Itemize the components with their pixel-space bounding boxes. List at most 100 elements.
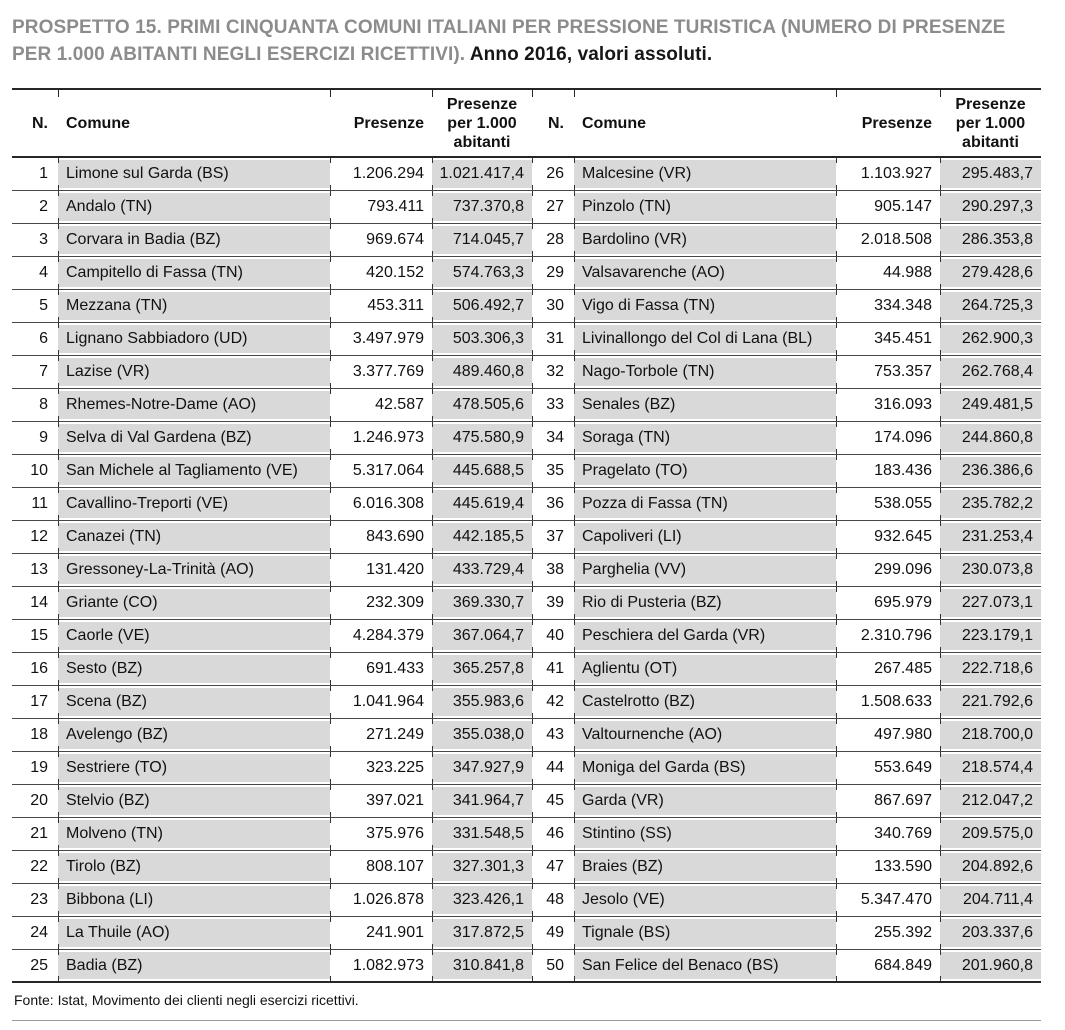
rank-cell: 45 [532,785,574,818]
table-row: 12 Canazei (TN) 843.690 442.185,5 37 Capolive… [12,521,1041,554]
comune-cell: Castelrotto (BZ) [574,686,836,719]
presenze-cell: 538.055 [836,488,940,521]
rank-cell: 22 [12,851,58,884]
comune-cell: Parghelia (VV) [574,554,836,587]
col-header-presenze: Presenze [330,88,432,158]
per-1000-cell: 264.725,3 [940,290,1041,323]
rank-cell: 26 [532,158,574,191]
col-header-presenze: Presenze [836,88,940,158]
rank-cell: 24 [12,917,58,950]
col-header-presenze-per-1000: Presenze per 1.000 abitanti [940,88,1041,158]
rank-cell: 16 [12,653,58,686]
per-1000-cell: 249.481,5 [940,389,1041,422]
rank-cell: 38 [532,554,574,587]
presenze-cell: 267.485 [836,653,940,686]
table-row: 6 Lignano Sabbiadoro (UD) 3.497.979 503.306… [12,323,1041,356]
presenze-cell: 420.152 [330,257,432,290]
presenze-cell: 397.021 [330,785,432,818]
presenze-cell: 1.103.927 [836,158,940,191]
per-1000-cell: 355.038,0 [432,719,532,752]
rank-cell: 10 [12,455,58,488]
comune-cell: Bibbona (LI) [58,884,330,917]
per-1000-cell: 489.460,8 [432,356,532,389]
comune-cell: Limone sul Garda (BS) [58,158,330,191]
rank-cell: 36 [532,488,574,521]
table-row: 8 Rhemes-Notre-Dame (AO) 42.587 478.505,6 33… [12,389,1041,422]
presenze-cell: 695.979 [836,587,940,620]
comune-cell: La Thuile (AO) [58,917,330,950]
rank-cell: 9 [12,422,58,455]
table-row: 3 Corvara in Badia (BZ) 969.674 714.045,7 28… [12,224,1041,257]
table-row: 7 Lazise (VR) 3.377.769 489.460,8 32 Nago-Tor… [12,356,1041,389]
per-1000-cell: 478.505,6 [432,389,532,422]
comune-cell: Livinallongo del Col di Lana (BL) [574,323,836,356]
comune-cell: San Felice del Benaco (BS) [574,950,836,983]
rank-cell: 21 [12,818,58,851]
per-1000-cell: 244.860,8 [940,422,1041,455]
presenze-cell: 808.107 [330,851,432,884]
comune-cell: Badia (BZ) [58,950,330,983]
comune-cell: Gressoney-La-Trinità (AO) [58,554,330,587]
presenze-cell: 867.697 [836,785,940,818]
per-1000-cell: 235.782,2 [940,488,1041,521]
per-1000-cell: 367.064,7 [432,620,532,653]
table-header: N. Comune Presenze Presenze per 1.000 ab… [12,88,1041,158]
rank-cell: 44 [532,752,574,785]
per-1000-cell: 347.927,9 [432,752,532,785]
per-1000-cell: 295.483,7 [940,158,1041,191]
table-row: 1 Limone sul Garda (BS) 1.206.294 1.021.417… [12,158,1041,191]
comune-cell: Tignale (BS) [574,917,836,950]
comune-cell: Soraga (TN) [574,422,836,455]
presenze-cell: 241.901 [330,917,432,950]
comune-cell: Braies (BZ) [574,851,836,884]
presenze-cell: 932.645 [836,521,940,554]
per-1000-cell: 714.045,7 [432,224,532,257]
table-row: 18 Avelengo (BZ) 271.249 355.038,0 43 Valtour… [12,719,1041,752]
presenze-cell: 131.420 [330,554,432,587]
presenze-cell: 684.849 [836,950,940,983]
presenze-cell: 843.690 [330,521,432,554]
per-1000-cell: 222.718,6 [940,653,1041,686]
comune-cell: Jesolo (VE) [574,884,836,917]
rank-cell: 39 [532,587,574,620]
presenze-cell: 753.357 [836,356,940,389]
table-row: 23 Bibbona (LI) 1.026.878 323.426,1 48 Jesolo… [12,884,1041,917]
rank-cell: 47 [532,851,574,884]
per-1000-cell: 209.575,0 [940,818,1041,851]
presenze-cell: 4.284.379 [330,620,432,653]
col-header-rank: N. [12,88,58,158]
presenze-cell: 345.451 [836,323,940,356]
presenze-cell: 5.347.470 [836,884,940,917]
presenze-cell: 183.436 [836,455,940,488]
table-row: 14 Griante (CO) 232.309 369.330,7 39 Rio di P… [12,587,1041,620]
rank-cell: 23 [12,884,58,917]
comune-cell: Scena (BZ) [58,686,330,719]
comune-cell: Capoliveri (LI) [574,521,836,554]
table-body: 1 Limone sul Garda (BS) 1.206.294 1.021.417… [12,158,1041,983]
per-1000-cell: 204.892,6 [940,851,1041,884]
comune-cell: Bardolino (VR) [574,224,836,257]
per-1000-cell: 279.428,6 [940,257,1041,290]
presenze-cell: 255.392 [836,917,940,950]
comune-cell: Peschiera del Garda (VR) [574,620,836,653]
comune-cell: Malcesine (VR) [574,158,836,191]
rank-cell: 14 [12,587,58,620]
table-row: 11 Cavallino-Treporti (VE) 6.016.308 445.61… [12,488,1041,521]
comune-cell: Pragelato (TO) [574,455,836,488]
comune-cell: Stelvio (BZ) [58,785,330,818]
rank-cell: 17 [12,686,58,719]
per-1000-cell: 323.426,1 [432,884,532,917]
rank-cell: 31 [532,323,574,356]
comune-cell: Molveno (TN) [58,818,330,851]
presenze-cell: 42.587 [330,389,432,422]
rank-cell: 18 [12,719,58,752]
per-1000-cell: 230.073,8 [940,554,1041,587]
presenze-cell: 1.082.973 [330,950,432,983]
presenze-cell: 271.249 [330,719,432,752]
presenze-cell: 5.317.064 [330,455,432,488]
comune-cell: Avelengo (BZ) [58,719,330,752]
presenze-cell: 44.988 [836,257,940,290]
per-1000-cell: 331.548,5 [432,818,532,851]
comune-cell: Rhemes-Notre-Dame (AO) [58,389,330,422]
